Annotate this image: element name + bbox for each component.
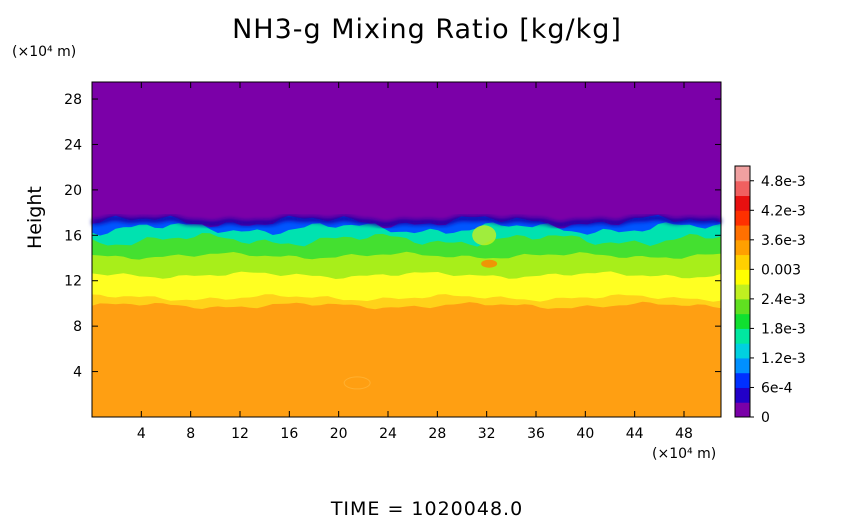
colorbar-segment (735, 313, 750, 329)
colorbar-label: 2.4e-3 (761, 292, 806, 308)
colorbar-segment (735, 343, 750, 359)
colorbar-segment (735, 269, 750, 285)
colorbar-label: 4.2e-3 (761, 203, 806, 219)
y-tick-label: 16 (64, 228, 82, 244)
colorbar-frame (734, 165, 751, 418)
time-label: TIME = 1020048.0 (330, 498, 524, 520)
colorbar-label: 0.003 (761, 262, 801, 278)
y-axis-unit: (×10⁴ m) (12, 44, 77, 60)
x-tick-label: 4 (137, 426, 146, 442)
y-tick-label: 8 (73, 319, 82, 335)
colorbar-label: 4.8e-3 (761, 174, 806, 190)
x-tick-label: 40 (576, 426, 594, 442)
plume-feature (343, 376, 371, 390)
y-tick-label: 28 (64, 92, 82, 108)
x-tick-label: 28 (428, 426, 446, 442)
x-tick-label: 36 (527, 426, 545, 442)
x-tick-label: 12 (231, 426, 249, 442)
colorbar-segment (735, 284, 750, 300)
x-tick-label: 48 (675, 426, 693, 442)
colorbar-label: 0 (761, 410, 770, 426)
colorbar-segment (735, 254, 750, 270)
plot-frame (91, 81, 722, 418)
x-tick-label: 24 (379, 426, 397, 442)
colorbar-label: 3.6e-3 (761, 233, 806, 249)
plume-feature (481, 259, 498, 268)
colorbar-segment (735, 210, 750, 226)
colorbar-segment (735, 387, 750, 403)
colorbar-segment (735, 298, 750, 315)
colorbar-segment (735, 328, 750, 344)
colorbar-segment (735, 239, 750, 256)
y-tick-label: 20 (64, 183, 82, 199)
y-tick-label: 24 (64, 137, 82, 153)
colorbar-segment (735, 357, 750, 374)
colorbar-segment (735, 180, 750, 197)
x-axis-unit: (×10⁴ m) (652, 446, 717, 462)
colorbar-label: 1.8e-3 (761, 321, 806, 337)
x-tick-label: 44 (626, 426, 644, 442)
y-tick-label: 4 (73, 365, 82, 381)
colorbar-segment (735, 195, 750, 211)
plume-feature (472, 225, 497, 246)
colorbar-segment (735, 166, 750, 182)
x-tick-label: 16 (280, 426, 298, 442)
x-tick-label: 8 (186, 426, 195, 442)
colorbar-label: 1.2e-3 (761, 351, 806, 367)
colorbar-segment (735, 225, 750, 241)
y-tick-label: 12 (64, 274, 82, 290)
colorbar-label: 6e-4 (761, 380, 793, 396)
chart-title: NH3-g Mixing Ratio [kg/kg] (232, 14, 622, 45)
heatmap-band (92, 301, 721, 417)
cloud-top-edge (91, 215, 722, 228)
x-tick-label: 20 (330, 426, 348, 442)
x-tick-label: 32 (478, 426, 496, 442)
colorbar-segment (735, 402, 750, 418)
colorbar-segment (735, 372, 750, 388)
